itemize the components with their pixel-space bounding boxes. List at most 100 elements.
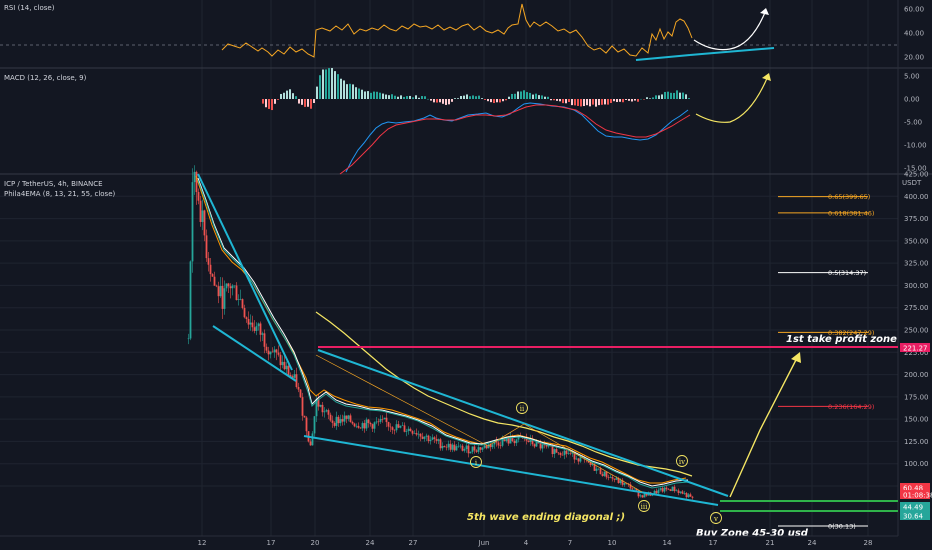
- candle-body: [287, 365, 290, 376]
- macd-histogram-bar: [385, 94, 387, 99]
- candle-body: [431, 437, 434, 440]
- candle-body: [297, 387, 300, 390]
- wave-path-3: [523, 423, 643, 493]
- candle-body: [257, 323, 260, 327]
- candle-body: [679, 491, 682, 493]
- candle-body: [289, 375, 292, 377]
- candle-body: [601, 474, 604, 476]
- candle-body: [359, 427, 362, 429]
- candle-body: [493, 441, 496, 445]
- macd-histogram-bar: [319, 75, 321, 99]
- macd-histogram-bar: [415, 95, 417, 99]
- macd-histogram-bar: [310, 99, 312, 109]
- macd-histogram-bar: [265, 99, 267, 108]
- rsi-trendline-b[interactable]: [689, 47, 775, 56]
- candle-body: [579, 457, 582, 462]
- rsi-projection[interactable]: [693, 9, 767, 51]
- fib-level-label: 0(30.13): [828, 522, 856, 530]
- macd-histogram-bar: [373, 91, 375, 99]
- candle-body: [377, 421, 380, 423]
- macd-histogram-bar: [394, 95, 396, 99]
- macd-histogram-bar: [364, 91, 366, 99]
- macd-histogram-bar: [610, 99, 612, 103]
- macd-histogram-bar: [574, 99, 576, 106]
- macd-histogram-bar: [529, 92, 531, 99]
- macd-histogram-bar: [511, 93, 513, 99]
- macd-histogram-bar: [421, 96, 423, 99]
- candle-body: [603, 471, 606, 476]
- candle-body: [397, 424, 400, 428]
- wave-label-i[interactable]: i: [470, 456, 482, 468]
- candle-body: [623, 482, 626, 485]
- candle-body: [291, 376, 294, 378]
- macd-axis-label: 0.00: [904, 96, 920, 104]
- candle-body: [479, 447, 482, 450]
- candle-body: [219, 285, 222, 297]
- candle-body: [331, 420, 334, 423]
- wedge-lower-line-1[interactable]: [212, 325, 297, 382]
- wave-label-iv[interactable]: iv: [676, 455, 688, 467]
- macd-histogram-bar: [601, 99, 603, 105]
- macd-histogram-bar: [547, 96, 549, 99]
- candle-body: [365, 419, 368, 429]
- candle-body: [607, 477, 610, 478]
- wave-label-iii[interactable]: iii: [638, 500, 650, 512]
- macd-histogram-bar: [418, 97, 420, 99]
- macd-histogram-bar: [679, 92, 681, 99]
- macd-histogram-bar: [577, 99, 579, 106]
- candle-body: [507, 437, 510, 444]
- candle-body: [261, 333, 264, 335]
- candle-body: [283, 361, 286, 370]
- macd-histogram-bar: [460, 95, 462, 99]
- candle-body: [477, 447, 480, 452]
- macd-histogram-bar: [625, 99, 627, 100]
- rsi-line: [221, 3, 693, 58]
- candle-body: [269, 351, 272, 355]
- candle-body: [255, 326, 258, 331]
- wedge-upper-line-1[interactable]: [197, 173, 293, 371]
- diagonal-upper-line[interactable]: [317, 349, 729, 497]
- macd-histogram-bar: [535, 93, 537, 99]
- candle-body: [663, 487, 666, 492]
- candle-body: [381, 419, 384, 420]
- macd-histogram-bar: [571, 99, 573, 106]
- wave-label-ii[interactable]: ii: [516, 402, 528, 414]
- candle-body: [455, 446, 458, 451]
- candle-body: [271, 351, 274, 353]
- candle-body: [525, 437, 528, 441]
- rsi-axis-label: 60.00: [904, 6, 924, 14]
- candle-body: [559, 452, 562, 455]
- candle-body: [611, 477, 614, 479]
- price-axis-label: 325.00: [904, 260, 929, 268]
- diagonal-lower-line[interactable]: [303, 435, 719, 506]
- macd-projection[interactable]: [695, 75, 769, 123]
- price-axis-label: 225.00: [904, 349, 929, 357]
- candle-body: [597, 468, 600, 470]
- projection-arrow-line[interactable]: [729, 355, 799, 498]
- macd-histogram-bar: [598, 99, 600, 106]
- candle-body: [213, 276, 216, 286]
- price-axis-label: 175.00: [904, 393, 929, 401]
- candle-body: [389, 426, 392, 428]
- macd-histogram-bar: [457, 98, 459, 99]
- macd-histogram-bar: [565, 99, 567, 104]
- price-badge-label: 44.49: [903, 504, 923, 512]
- macd-histogram-bar: [367, 91, 369, 99]
- macd-histogram-bar: [352, 84, 354, 99]
- rsi-trendline-a[interactable]: [635, 54, 691, 61]
- candle-body: [685, 493, 688, 498]
- candle-body: [417, 433, 420, 435]
- price-axis-label: 300.00: [904, 282, 929, 290]
- macd-histogram-bar: [520, 91, 522, 99]
- wave-label-v[interactable]: v: [710, 512, 722, 524]
- candle-body: [253, 327, 256, 331]
- candle-body: [481, 447, 484, 450]
- diagonal-label: 5th wave ending diagonal ;): [467, 512, 625, 523]
- fibonacci-levels[interactable]: 0.65(399.65) 0.618(381.46) 0.5(314.37) 0.38…: [778, 193, 874, 530]
- candle-body: [281, 361, 284, 366]
- candle-body: [491, 444, 494, 448]
- candle-body: [533, 444, 536, 447]
- macd-histogram-bar: [595, 99, 597, 107]
- macd-histogram-bar: [430, 99, 432, 101]
